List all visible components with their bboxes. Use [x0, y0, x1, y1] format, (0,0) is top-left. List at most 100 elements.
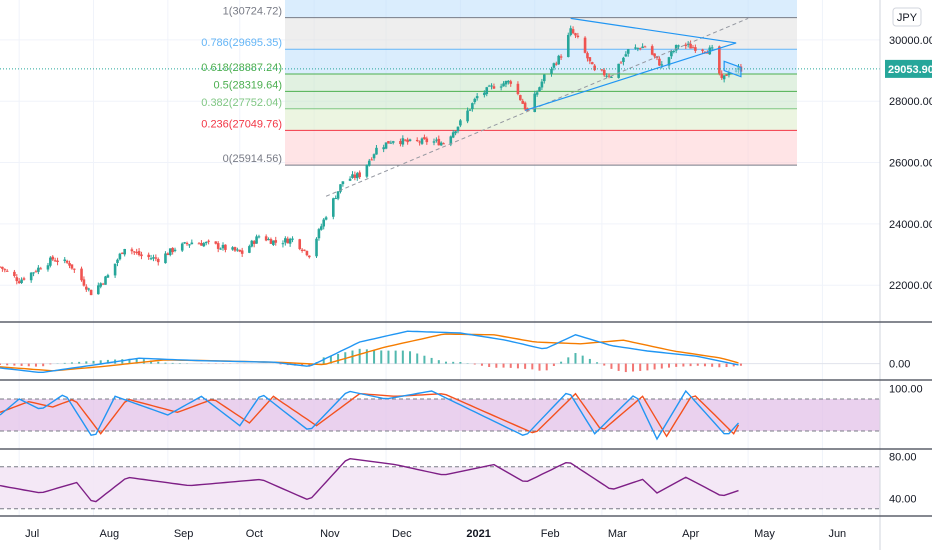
candle-body: [168, 248, 172, 255]
candle-body: [475, 96, 479, 99]
candle-body: [442, 143, 445, 145]
candle-body: [185, 242, 189, 245]
macd-axis-tick: 0.00: [889, 359, 910, 371]
candle-body: [516, 83, 520, 95]
candle-body: [423, 137, 426, 140]
price-axis-tick: 30000.00: [889, 35, 932, 47]
macd-histogram-bar: [495, 363, 498, 368]
macd-histogram-bar: [567, 357, 570, 364]
macd-histogram-bar: [488, 363, 491, 367]
candle-body: [291, 238, 294, 240]
trendline-drawings[interactable]: [0, 17, 880, 197]
macd-histogram-bar: [128, 358, 131, 364]
candle-body: [132, 251, 136, 253]
candle-body: [583, 37, 587, 53]
candle-body: [622, 57, 625, 63]
candle-body: [46, 265, 50, 270]
candle-body: [554, 63, 558, 65]
candle-body: [720, 73, 724, 78]
macd-line: [0, 330, 739, 373]
fib-level-label: 0.5(28319.64): [214, 79, 283, 91]
candle-body: [39, 268, 43, 270]
macd-histogram-bar: [545, 363, 548, 371]
candle-body: [449, 136, 453, 145]
candle-body: [173, 249, 177, 251]
rsi-pane[interactable]: 80.00 40.00: [0, 451, 917, 510]
macd-histogram-bar: [516, 363, 519, 369]
candle-body: [701, 49, 704, 51]
macd-histogram-bar: [632, 363, 635, 372]
candle-body: [502, 83, 505, 87]
candle-body: [451, 132, 455, 138]
fib-band: [285, 0, 797, 18]
candle-body: [725, 74, 728, 76]
candle-body: [202, 243, 206, 247]
candle-body: [420, 138, 424, 144]
candle-body: [439, 142, 443, 146]
stochastic-pane[interactable]: 100.00: [0, 383, 923, 441]
candle-body: [89, 289, 93, 296]
candle-body: [569, 28, 572, 35]
macd-histogram-bar: [653, 363, 656, 370]
fibonacci-retracement[interactable]: 1(30724.72) 0.786(29695.35) 0.618(28887.24…: [201, 0, 797, 166]
macd-pane[interactable]: 0.00: [0, 330, 910, 373]
candle-body: [432, 141, 436, 143]
candle-body: [370, 159, 373, 161]
candle-body: [149, 258, 153, 260]
macd-histogram-bar: [157, 361, 160, 364]
candle-body: [727, 72, 731, 76]
candle-body: [1, 266, 4, 269]
currency-badge[interactable]: JPY: [892, 7, 922, 27]
macd-histogram-bar: [660, 363, 663, 369]
fib-level-label: 0.236(27049.76): [201, 118, 282, 130]
candle-body: [13, 271, 16, 276]
candle-body: [638, 48, 642, 50]
candle-body: [248, 246, 251, 253]
macd-histogram-bar: [373, 349, 376, 364]
candle-body: [391, 141, 395, 143]
candle-body: [204, 242, 208, 244]
candle-body: [334, 198, 337, 200]
time-axis-tick: Jun: [828, 528, 846, 540]
macd-histogram-bar: [682, 363, 685, 367]
candle-body: [281, 243, 285, 245]
macd-histogram-bar: [142, 359, 145, 364]
candle-body: [267, 239, 270, 241]
candle-body: [552, 63, 556, 68]
candle-body: [684, 44, 688, 46]
candle-body: [387, 141, 390, 144]
candle-body: [425, 138, 429, 143]
time-axis-tick: May: [754, 528, 775, 540]
candle-body: [56, 260, 59, 262]
time-axis-tick: Jul: [25, 528, 39, 540]
rsi-axis-tick: 80.00: [889, 451, 917, 463]
candle-body: [190, 242, 194, 245]
time-axis-tick: Nov: [320, 528, 340, 540]
candle-body: [37, 267, 40, 272]
macd-histogram-bar: [617, 363, 620, 371]
candle-body: [519, 95, 522, 101]
rsi-axis-tick: 40.00: [889, 493, 917, 505]
macd-histogram-bar: [480, 363, 483, 366]
candle-body: [147, 254, 150, 258]
macd-histogram-bar: [639, 363, 642, 371]
candle-body: [320, 226, 323, 230]
candle-body: [372, 154, 376, 159]
candle-body: [487, 85, 491, 87]
macd-histogram-bar: [171, 362, 174, 364]
candle-body: [200, 242, 203, 246]
macd-histogram-bar: [610, 363, 613, 369]
candle-body: [303, 249, 306, 251]
candle-body: [459, 120, 462, 126]
candle-body: [113, 263, 117, 276]
candle-body: [298, 239, 302, 250]
candle-body: [619, 62, 623, 64]
macd-histogram-bar: [329, 355, 332, 364]
candle-body: [653, 53, 656, 57]
candle-body: [336, 191, 340, 199]
candle-body: [456, 126, 460, 132]
macd-histogram-bar: [78, 361, 81, 364]
price-axis-tick: 28000.00: [889, 96, 932, 108]
